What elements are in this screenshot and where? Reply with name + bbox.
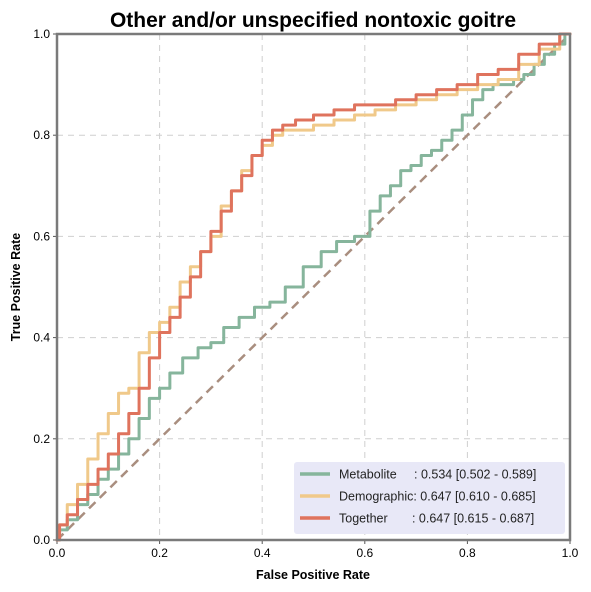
y-axis-label: True Positive Rate: [9, 233, 23, 341]
plot-frame: [55, 32, 572, 542]
legend-label-together: Together : 0.647 [0.615 - 0.687]: [339, 512, 534, 526]
y-tick-label: 0.2: [33, 432, 50, 446]
legend: Metabolite : 0.534 [0.502 - 0.589] Demogr…: [294, 462, 565, 534]
y-tick-label: 0.4: [33, 331, 50, 345]
series-line-together: [55, 32, 572, 542]
y-tick-label: 0.6: [33, 229, 50, 243]
x-axis-label: False Positive Rate: [256, 568, 370, 582]
x-tick-label: 0.2: [151, 546, 168, 560]
grid-lines: [57, 34, 570, 540]
roc-series: [55, 32, 572, 542]
y-tick-label: 0.8: [33, 128, 50, 142]
x-tick-label: 1.0: [562, 546, 579, 560]
series-line-metabolite: [55, 32, 572, 542]
legend-label-metabolite: Metabolite : 0.534 [0.502 - 0.589]: [339, 468, 536, 482]
legend-box: [294, 462, 565, 534]
x-tick-label: 0.4: [254, 546, 271, 560]
axis-ticks: 0.0 0.2 0.4 0.6 0.8 1.0 0.0 0.2 0.4 0.6 0.8 1.0: [33, 27, 578, 560]
x-tick-label: 0.6: [356, 546, 373, 560]
chart-title: Other and/or unspecified nontoxic goitre: [110, 9, 516, 32]
y-tick-label: 1.0: [33, 27, 50, 41]
legend-label-demographic: Demographic: 0.647 [0.610 - 0.685]: [339, 490, 536, 504]
y-tick-label: 0.0: [33, 533, 50, 547]
chance-diagonal-line: [56, 33, 571, 541]
x-tick-label: 0.8: [459, 546, 476, 560]
x-tick-label: 0.0: [49, 546, 66, 560]
